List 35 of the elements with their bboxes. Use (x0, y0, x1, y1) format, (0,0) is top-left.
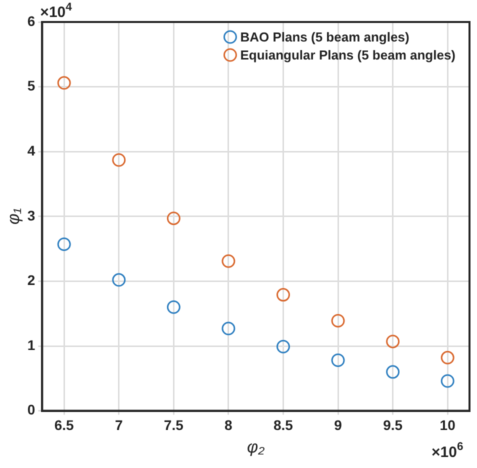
point (331, 314, 345, 328)
y-axis-title: φ₁ (4, 208, 23, 225)
x-tick-label: 8.5 (274, 417, 294, 434)
x-tick-label: 8 (224, 417, 233, 434)
point (222, 254, 236, 268)
point (331, 354, 345, 368)
x-tick-label: 7 (114, 417, 123, 434)
y-tick-label: 3 (27, 207, 36, 224)
point (166, 212, 180, 226)
y-tick-label: 6 (27, 12, 36, 29)
y-tick-label: 1 (27, 336, 36, 353)
point (57, 238, 71, 252)
point (276, 288, 290, 302)
point (57, 76, 71, 90)
point (112, 273, 126, 287)
y-tick-label: 5 (27, 78, 36, 94)
point (112, 153, 126, 167)
point (386, 365, 400, 379)
point (276, 340, 290, 354)
x-axis-title: φ₂ (247, 438, 266, 457)
x-tick-label: 7.5 (164, 417, 184, 434)
y-tick-label: 0 (27, 402, 36, 418)
x-tick-label: 9.5 (383, 417, 403, 434)
point (386, 334, 400, 348)
point (166, 300, 180, 314)
point (222, 322, 236, 336)
y-tick-label: 2 (27, 272, 36, 288)
y-tick-label: 4 (27, 142, 36, 158)
x-tick-label: 9 (334, 417, 342, 434)
x-tick-label: 6.5 (54, 417, 74, 434)
point (440, 374, 454, 388)
legend-label: Equiangular Plans (5 beam angles) (240, 48, 456, 63)
point (440, 350, 454, 364)
legend-label: BAO Plans (5 beam angles) (240, 30, 410, 45)
x-tick-label: 10 (440, 417, 456, 434)
